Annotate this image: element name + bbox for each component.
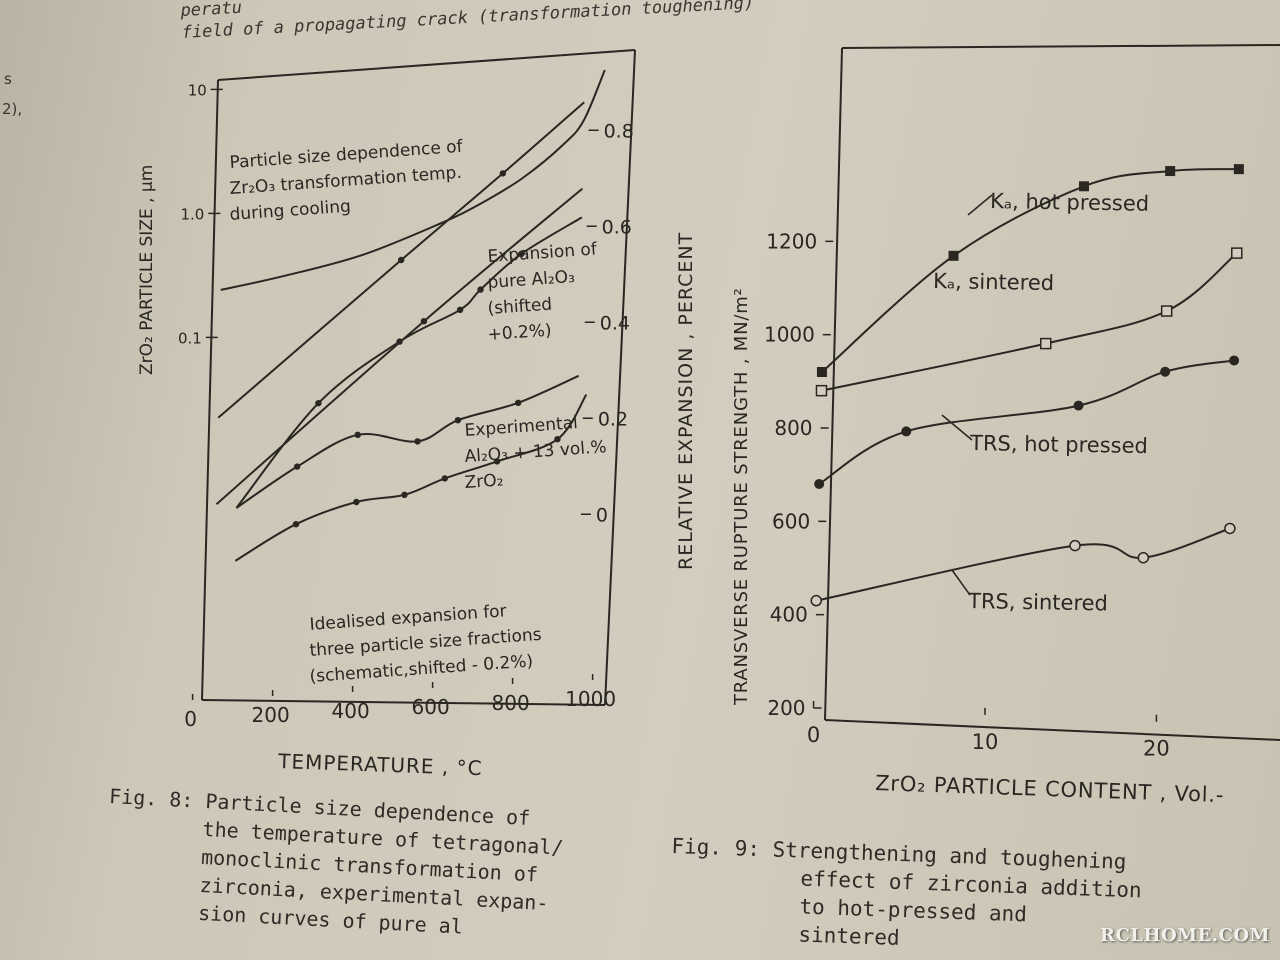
fig8-data-point (354, 431, 361, 438)
fig8-data-point (414, 438, 421, 445)
margin-mark-b: 2), (2, 100, 23, 118)
fig9-data-point-square-filled (1165, 166, 1176, 177)
fig9-leader-trs-sintered (951, 569, 971, 596)
fig8-y-tick-label: 10 (188, 81, 207, 99)
fig8-frame (201, 49, 636, 706)
fig8-y-tick-label: 1.0 (180, 205, 204, 223)
fig8-y2-tick-label: 0.4 (600, 312, 630, 334)
fig9-y-tick-label: 400 (770, 603, 808, 627)
fig9-label-trs-hot: TRS, hot pressed (969, 431, 1148, 458)
fig9-y-tick-label: 800 (774, 416, 812, 440)
fig8-data-point (493, 458, 501, 465)
fig8-chart: 0 200 400 600 800 1000 10 1.0 0.1 0.8 0.6 0.4 0.2 0 Zr… (137, 49, 697, 780)
fig9-label-kc-sintered: Kₐ, sintered (933, 269, 1054, 295)
fig9-series-line (818, 359, 1235, 485)
fig8-x-tick-label: 600 (412, 695, 450, 719)
fig8-series-line (217, 101, 585, 419)
fig9-series-line (821, 168, 1239, 373)
fig8-data-point (499, 170, 507, 177)
fig8-y2-tick-label: 0.2 (598, 408, 628, 430)
fig9-data-point-circle-open (1137, 551, 1150, 564)
fig9-data-point-square-open (815, 384, 828, 397)
fig8-data-point (420, 318, 428, 325)
fig8-data-point (293, 463, 301, 470)
fig8-annotation-experimental: Al₂O₃ + 13 vol.% (464, 437, 607, 467)
fig9-leader-trs-hot (941, 414, 973, 441)
fig8-data-point (477, 286, 484, 293)
fig8-annotation-pure: (shifted (487, 295, 553, 319)
fig9-chart: 0 10 20 200 400 600 800 1000 1200 TRANSVERSE RUPT… (731, 44, 1280, 807)
fig8-left-ylabel: ZrO₂ PARTICLE SIZE , µm (137, 165, 157, 375)
fig9-leader-kc-hot (967, 194, 993, 216)
fig9-data-point-circle-filled (1160, 366, 1171, 377)
fig8-x-tick-label: 1000 (565, 687, 616, 711)
fig8-x-tick-label: 800 (492, 691, 530, 715)
margin-mark-a: s (4, 70, 12, 88)
fig9-data-point-circle-open (1224, 522, 1236, 535)
fig9-x-tick-label: 20 (1143, 737, 1170, 761)
fig9-data-point-circle-filled (1229, 355, 1240, 366)
fig8-right-ylabel: RELATIVE EXPANSION , PERCENT (675, 232, 697, 570)
fig8-annotation-pure: +0.2%) (487, 321, 552, 345)
fig8-data-point (315, 400, 322, 407)
fig9-data-point-circle-filled (814, 479, 825, 489)
fig9-series-line (821, 252, 1238, 392)
fig9-x-tick-label: 0 (807, 723, 820, 747)
fig9-data-point-square-open (1231, 247, 1243, 259)
fig9-xlabel: ZrO₂ PARTICLE CONTENT , Vol.- (875, 771, 1225, 807)
fig8-data-point (396, 338, 403, 345)
fig8-data-point (454, 417, 462, 424)
fig9-label-trs-sintered: TRS, sintered (967, 589, 1108, 615)
fig9-data-point-circle-open (810, 594, 822, 607)
fig8-data-point (401, 491, 408, 498)
fig9-y-tick-label: 1200 (766, 229, 817, 253)
fig8-y2-tick-label: 0 (596, 504, 608, 526)
fig8-y-tick-label: 0.1 (178, 329, 202, 347)
fig9-data-point-square-filled (1233, 164, 1244, 175)
fig8-x-tick-label: 200 (252, 703, 290, 727)
fig8-data-point (292, 521, 300, 528)
fig8-data-point (515, 399, 522, 406)
watermark: RCLHOME.COM (1100, 925, 1270, 946)
fig9-data-point-square-open (1039, 337, 1052, 350)
fig9-data-point-square-filled (816, 367, 827, 377)
fig9-data-point-square-filled (948, 250, 959, 261)
fig8-y2-tick-label: 0.8 (604, 120, 634, 142)
fig9-caption: Fig. 9: Strengthening and toughening eff… (668, 832, 1143, 960)
fig8-xlabel: TEMPERATURE , °C (277, 749, 483, 780)
fig8-x-tick-label: 0 (184, 707, 197, 731)
fig9-x-tick-label: 10 (972, 730, 999, 754)
fig8-y2-tick-label: 0.6 (602, 216, 632, 238)
fig8-data-point (441, 475, 448, 482)
fig8-annotation-particle: during cooling (229, 197, 352, 225)
fig8-data-point (554, 436, 561, 443)
fig9-data-point-circle-filled (901, 426, 912, 437)
fig9-data-point-square-open (1160, 305, 1173, 317)
fig8-annotation-pure: Expansion of (487, 239, 598, 267)
fig8-x-tick-label: 400 (332, 699, 370, 723)
fig8-data-point (518, 250, 525, 258)
fig8-data-point (353, 498, 360, 506)
fig9-y-tick-label: 600 (772, 509, 810, 533)
fig9-y-tick-label: 200 (767, 696, 805, 720)
fig9-data-point-circle-open (1069, 539, 1081, 552)
fig8-data-point (456, 306, 464, 313)
fig9-data-point-circle-filled (1073, 400, 1084, 411)
fig8-series-line (220, 69, 606, 291)
fig9-series-line (815, 527, 1231, 602)
fig9-ylabel: TRANSVERSE RUPTURE STRENGTH , MN/m² (731, 287, 752, 706)
fig9-frame (824, 44, 1280, 741)
fig9-data-point-square-filled (1078, 181, 1089, 192)
fig8-caption: Fig. 8: Particle size dependence of the … (103, 782, 566, 946)
fig8-annotation-experimental: ZrO₂ (464, 470, 504, 493)
fig8-data-point (398, 256, 405, 264)
fig9-label-kc-hot: Kₐ, hot pressed (990, 189, 1149, 216)
fig9-y-tick-label: 1000 (764, 323, 815, 347)
header-text: peratu field of a propagating crack (tra… (180, 0, 755, 44)
